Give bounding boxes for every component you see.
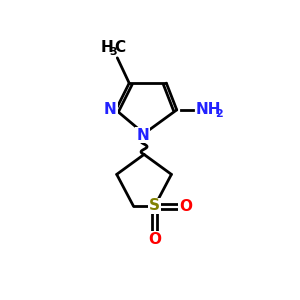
Text: H: H	[100, 40, 113, 55]
Text: NH: NH	[196, 102, 222, 117]
Text: C: C	[115, 40, 126, 55]
Text: 3: 3	[110, 47, 117, 57]
Text: S: S	[149, 198, 160, 213]
Text: N: N	[136, 128, 149, 142]
Text: O: O	[179, 199, 192, 214]
Text: N: N	[104, 102, 117, 117]
Text: O: O	[148, 232, 161, 247]
Text: 2: 2	[215, 109, 223, 119]
